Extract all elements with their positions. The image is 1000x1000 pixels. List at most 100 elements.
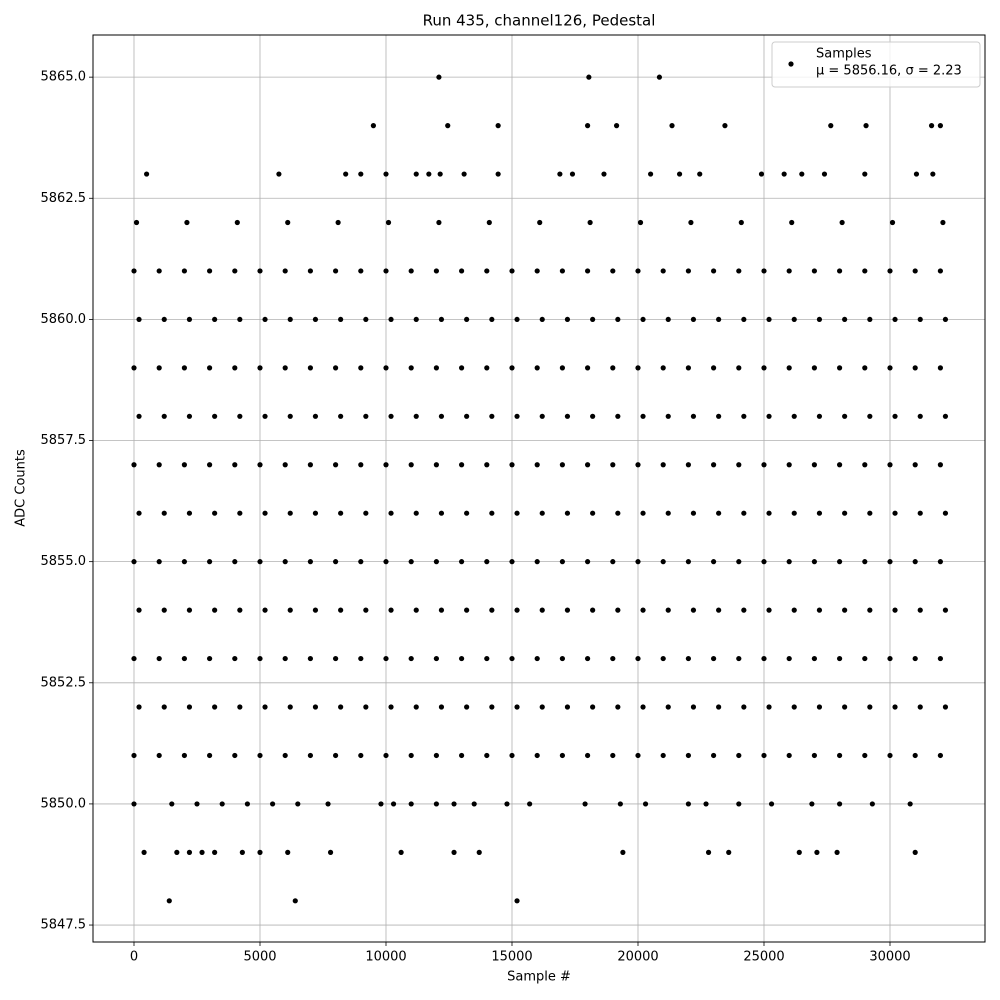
- point: [509, 268, 515, 274]
- point: [942, 510, 949, 516]
- point: [697, 171, 703, 177]
- point: [484, 268, 490, 274]
- point: [484, 752, 490, 759]
- point: [332, 752, 339, 759]
- point: [363, 510, 369, 516]
- point: [237, 704, 243, 710]
- point: [584, 752, 591, 759]
- point: [736, 559, 742, 565]
- point: [136, 510, 142, 516]
- point: [206, 752, 213, 759]
- point: [156, 365, 162, 371]
- point: [814, 849, 820, 855]
- point: [610, 365, 616, 371]
- point: [736, 268, 742, 274]
- point: [232, 268, 238, 274]
- point: [232, 559, 238, 565]
- point: [809, 801, 815, 807]
- point: [613, 123, 620, 129]
- point: [937, 268, 943, 274]
- point: [539, 316, 545, 323]
- point: [363, 704, 369, 710]
- point: [761, 462, 767, 468]
- legend-box: [771, 41, 981, 88]
- point: [821, 171, 828, 177]
- point: [862, 365, 868, 371]
- point: [181, 365, 187, 371]
- point: [716, 413, 722, 419]
- point: [539, 413, 545, 419]
- point: [685, 365, 691, 371]
- point: [212, 510, 218, 516]
- point: [863, 123, 869, 129]
- x-tick-label: 10000: [365, 950, 406, 965]
- point: [722, 123, 728, 129]
- point: [514, 704, 520, 710]
- point: [509, 462, 515, 468]
- point: [590, 704, 596, 710]
- point: [710, 559, 717, 565]
- point: [307, 655, 313, 662]
- point: [232, 462, 238, 468]
- point: [534, 752, 540, 759]
- point: [537, 219, 543, 226]
- point: [867, 510, 873, 516]
- point: [786, 559, 792, 565]
- point: [433, 752, 439, 759]
- point: [907, 801, 913, 807]
- point: [514, 413, 520, 419]
- point: [761, 752, 767, 759]
- point: [738, 219, 744, 226]
- point: [413, 171, 419, 177]
- point: [660, 268, 666, 274]
- point: [942, 413, 949, 419]
- point: [534, 559, 540, 565]
- point: [206, 268, 213, 274]
- point: [257, 559, 263, 565]
- point: [161, 607, 167, 613]
- point: [867, 704, 873, 710]
- point: [282, 752, 288, 759]
- point: [610, 462, 616, 468]
- point: [559, 752, 565, 759]
- point: [912, 462, 918, 468]
- point: [332, 365, 339, 371]
- point: [181, 752, 187, 759]
- point: [287, 510, 293, 516]
- point: [464, 413, 470, 419]
- point: [212, 607, 218, 613]
- point: [383, 559, 389, 565]
- point: [186, 316, 193, 323]
- point: [237, 413, 243, 419]
- point: [862, 171, 868, 177]
- point: [811, 655, 817, 662]
- point: [917, 704, 923, 710]
- point: [131, 559, 137, 565]
- point: [716, 316, 722, 323]
- point: [590, 510, 596, 516]
- x-tick-label: 25000: [743, 950, 784, 965]
- point: [741, 316, 747, 323]
- point: [640, 316, 646, 323]
- point: [710, 365, 717, 371]
- point: [234, 219, 240, 226]
- point: [917, 607, 923, 613]
- point: [509, 559, 515, 565]
- point: [786, 752, 792, 759]
- point: [237, 510, 243, 516]
- point: [781, 171, 787, 177]
- point: [610, 752, 616, 759]
- point: [166, 898, 172, 904]
- point: [527, 801, 533, 807]
- legend-label: Samples: [816, 47, 872, 62]
- point: [564, 316, 571, 323]
- point: [736, 801, 742, 807]
- point: [937, 559, 943, 565]
- point: [363, 316, 369, 323]
- point: [635, 559, 641, 565]
- point: [312, 510, 319, 516]
- point: [262, 316, 268, 323]
- point: [811, 462, 817, 468]
- point: [892, 607, 898, 613]
